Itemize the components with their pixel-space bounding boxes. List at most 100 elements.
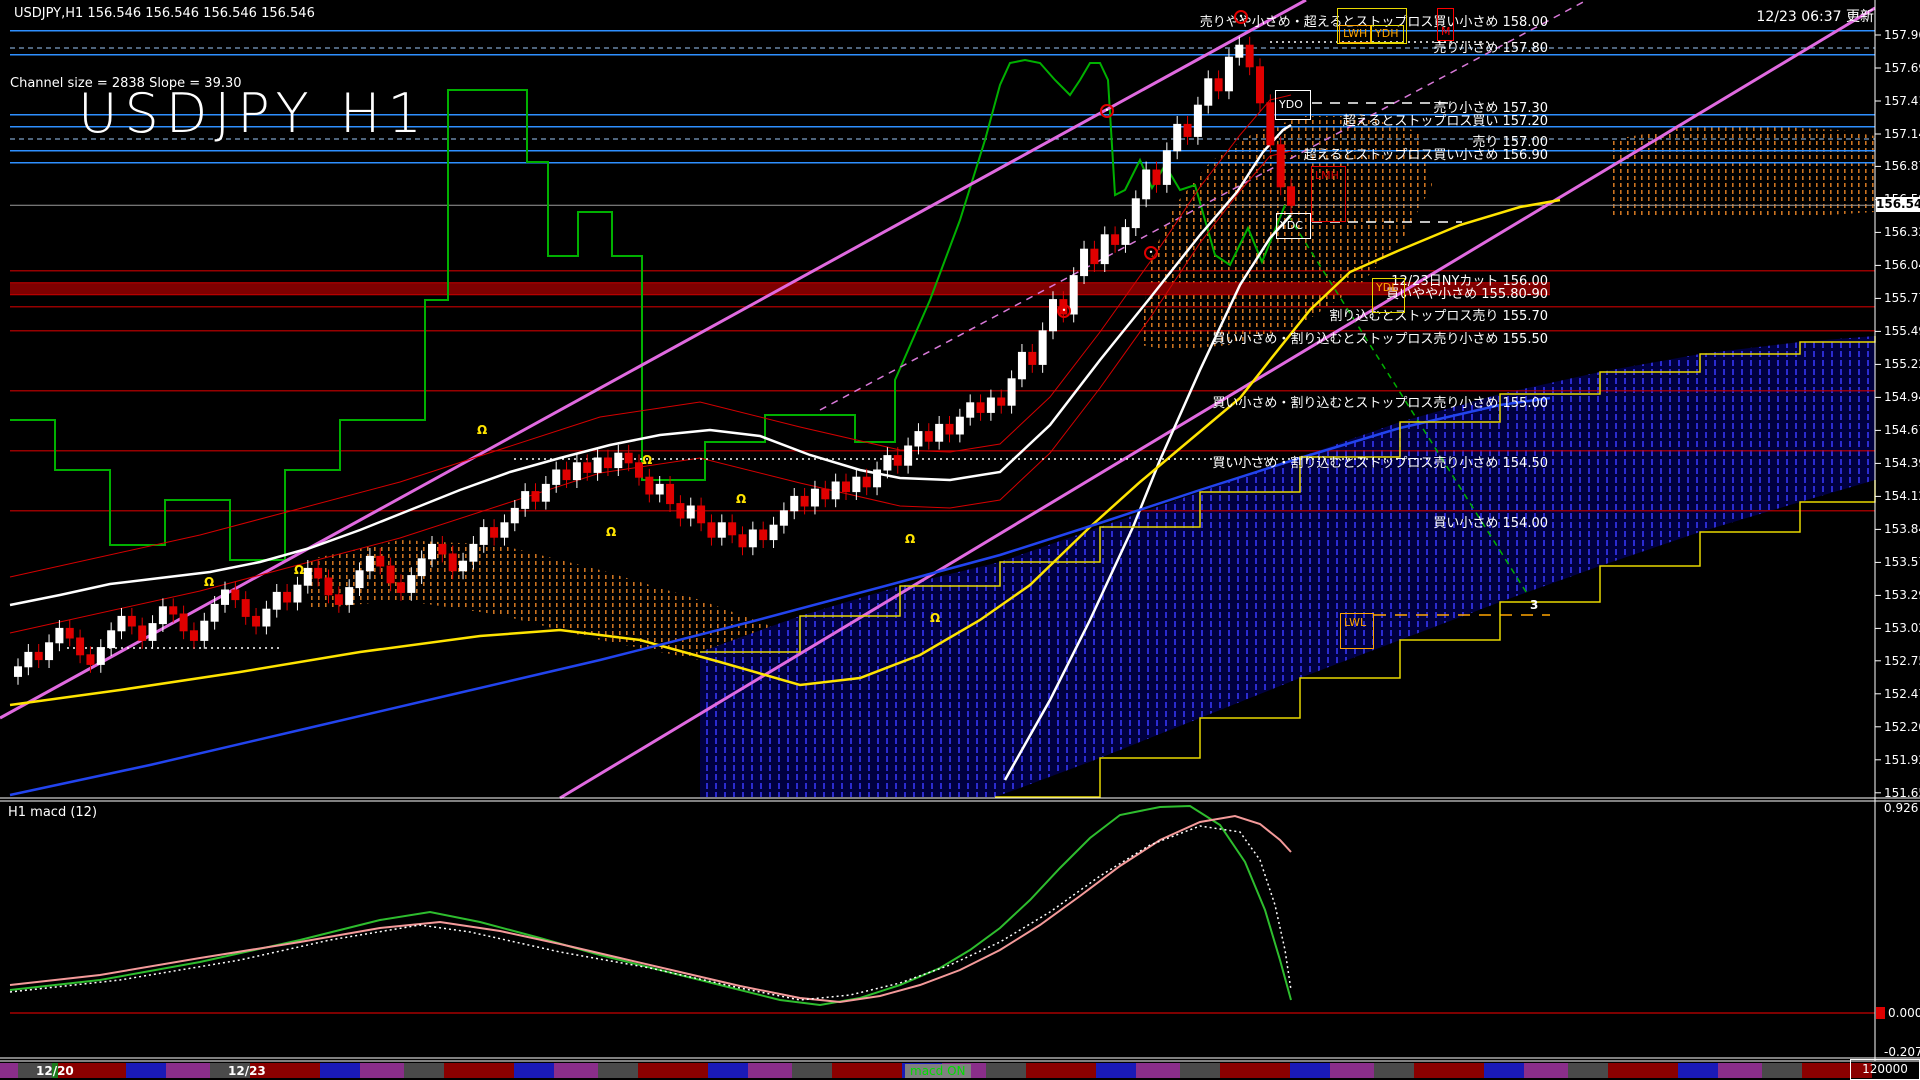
- candlesticks: [14, 36, 1296, 685]
- price-tick-label: 154.945: [1884, 390, 1920, 405]
- price-tick-label: 153.295: [1884, 588, 1920, 603]
- chart-watermark-title: USDJPY H1: [78, 82, 429, 145]
- price-tick-label: 151.925: [1884, 752, 1920, 767]
- candle-body: [179, 613, 188, 632]
- candle-body: [293, 584, 302, 603]
- symbol-ohlc-readout: USDJPY,H1 156.546 156.546 156.546 156.54…: [14, 6, 315, 21]
- candle-body: [24, 651, 33, 668]
- candle-body: [852, 476, 861, 493]
- candle-body: [1162, 150, 1171, 185]
- candle-body: [976, 402, 985, 413]
- price-tick-label: 152.200: [1884, 719, 1920, 734]
- red-band-lower: [9, 150, 1292, 634]
- timeline-segment: [1414, 1063, 1484, 1078]
- last-updated-timestamp: 12/23 06:37 更新: [1756, 9, 1874, 25]
- candle-body: [562, 469, 571, 481]
- candle-body: [1245, 44, 1254, 68]
- timeline-segment: [52, 1063, 58, 1078]
- candle-body: [169, 606, 178, 615]
- signal-marker-yellow: Ω: [204, 575, 215, 589]
- macd-on-toggle[interactable]: macd ON: [905, 1064, 971, 1078]
- candle-body: [1193, 104, 1202, 137]
- candle-body: [252, 615, 261, 627]
- timeline-segment: [1374, 1063, 1414, 1078]
- level-box-m: M: [1437, 8, 1454, 41]
- candle-body: [986, 397, 995, 413]
- candle-body: [883, 455, 892, 471]
- candle-body: [603, 457, 612, 469]
- candle-body: [1069, 275, 1078, 315]
- candle-body: [1235, 44, 1244, 58]
- timeline-date-label: 12/23: [228, 1064, 266, 1078]
- candle-body: [345, 587, 354, 605]
- macd-scale-top: 0.926: [1884, 801, 1919, 815]
- candle-body: [583, 462, 592, 473]
- candle-body: [686, 505, 695, 519]
- timeline-segment: [1568, 1063, 1608, 1078]
- candle-body: [521, 491, 530, 509]
- candle-body: [1049, 299, 1057, 332]
- signal-marker-ringed: •: [1057, 304, 1071, 318]
- candle-body: [676, 503, 685, 519]
- macd-dotted-white: [9, 825, 1292, 1001]
- candle-body: [1080, 248, 1089, 277]
- candle-body: [624, 452, 633, 464]
- signal-marker-yellow: Ω: [736, 492, 747, 506]
- candle-body: [945, 423, 954, 435]
- timeline-segment: [792, 1063, 832, 1078]
- candle-body: [45, 642, 54, 661]
- left-orange-cloud: [306, 540, 795, 680]
- violet-dashed-trend: [819, 0, 1588, 411]
- macd-lines: [9, 804, 1875, 1014]
- price-tick-label: 157.140: [1884, 127, 1920, 141]
- signal-marker-yellow: Ω: [294, 563, 305, 577]
- candle-body: [1090, 248, 1099, 265]
- candle-body: [376, 555, 385, 567]
- timeline-segment: [210, 1063, 250, 1078]
- candle-body: [1111, 234, 1120, 245]
- level-box-ydh: YDH: [1371, 25, 1404, 43]
- candle-body: [1256, 66, 1264, 104]
- candle-body: [55, 627, 64, 644]
- price-tick-label: 153.845: [1884, 522, 1920, 537]
- candle-body: [873, 469, 882, 488]
- candle-body: [1007, 378, 1016, 406]
- candle-body: [107, 630, 116, 649]
- trade-plan-annotation: 買い小さめ・割り込むとストップロス売り小さめ 154.50: [1212, 456, 1548, 471]
- yellow-ma: [9, 198, 1561, 707]
- timeline-segment: [360, 1063, 404, 1078]
- level-box-lmh: LMH: [1311, 166, 1346, 222]
- price-tick-label: 154.120: [1884, 489, 1920, 504]
- candle-body: [1100, 234, 1109, 265]
- timeline-segment: [166, 1063, 210, 1078]
- candle-body: [189, 630, 198, 641]
- trade-plan-annotation: 超えるとストップロス買い小さめ 156.90: [1303, 148, 1548, 163]
- current-price-badge: 156.546: [1876, 197, 1920, 213]
- candle-body: [748, 529, 757, 548]
- candle-body: [479, 527, 488, 545]
- macd-zero-tick: [1876, 1007, 1885, 1019]
- candle-body: [127, 615, 136, 627]
- candle-body: [396, 582, 405, 593]
- candle-body: [262, 608, 271, 627]
- candle-body: [790, 495, 799, 512]
- candle-body: [65, 627, 74, 639]
- timeline-segment: [1608, 1063, 1678, 1078]
- candle-body: [531, 491, 540, 502]
- signal-marker-yellow: Ω: [642, 453, 653, 467]
- timeline-segment: [708, 1063, 748, 1078]
- white-fast-ma: [9, 123, 1292, 607]
- level-box-lwl: LWL: [1340, 613, 1374, 649]
- signal-marker-yellow: Ω: [477, 423, 488, 437]
- timeline-segment: [1136, 1063, 1180, 1078]
- candle-body: [1142, 169, 1151, 200]
- timeline-segment: [126, 1063, 166, 1078]
- candle-body: [635, 462, 643, 478]
- price-tick-label: 157.690: [1884, 61, 1920, 75]
- level-box-ydc: YDC: [1276, 213, 1311, 239]
- candle-body: [407, 575, 416, 593]
- macd-signal-pink: [9, 814, 1292, 1004]
- candle-body: [303, 567, 312, 586]
